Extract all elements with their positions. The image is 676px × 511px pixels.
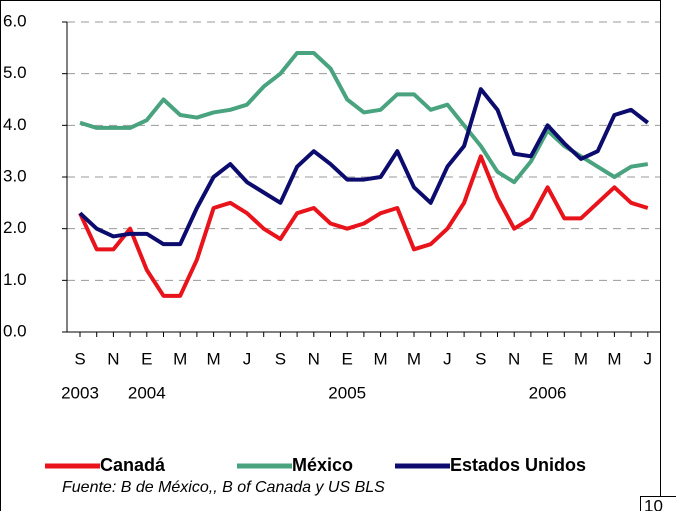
x-tick-label: M [374,349,388,368]
x-tick-label: E [542,349,553,368]
legend-label: México [292,455,353,475]
y-tick-label: 1.0 [3,270,27,289]
x-tick-label: M [607,349,621,368]
x-tick-label: J [644,349,653,368]
x-tick-label: E [342,349,353,368]
x-year-label: 2005 [328,383,366,402]
x-tick-label: M [173,349,187,368]
x-tick-label: N [508,349,520,368]
y-tick-label: 0.0 [3,321,27,340]
y-tick-label: 2.0 [3,218,27,237]
x-tick-label: S [275,349,286,368]
x-tick-label: M [207,349,221,368]
x-tick-label: M [574,349,588,368]
page-number: 10 [644,496,663,511]
frame [0,0,661,511]
x-tick-label: M [407,349,421,368]
x-tick-label: J [443,349,452,368]
x-tick-label: E [141,349,152,368]
x-tick-label: J [243,349,252,368]
y-tick-label: 4.0 [3,115,27,134]
page-box [640,496,676,511]
x-tick-label: S [475,349,486,368]
line-series [79,51,649,185]
x-tick-label: N [107,349,119,368]
x-year-label: 2004 [128,383,166,402]
line-series [78,87,650,247]
legend-label: Estados Unidos [450,455,586,475]
x-year-label: 2006 [529,383,567,402]
y-tick-label: 3.0 [3,166,27,185]
y-tick-label: 5.0 [3,63,27,82]
x-tick-label: S [74,349,85,368]
source: Fuente: B de México,, B of Canada y US B… [62,479,385,496]
x-tick-label: N [308,349,320,368]
x-year-label: 2003 [61,383,99,402]
line-series [78,154,649,298]
y-tick-label: 6.0 [3,11,27,30]
legend-label: Canadá [100,455,166,475]
